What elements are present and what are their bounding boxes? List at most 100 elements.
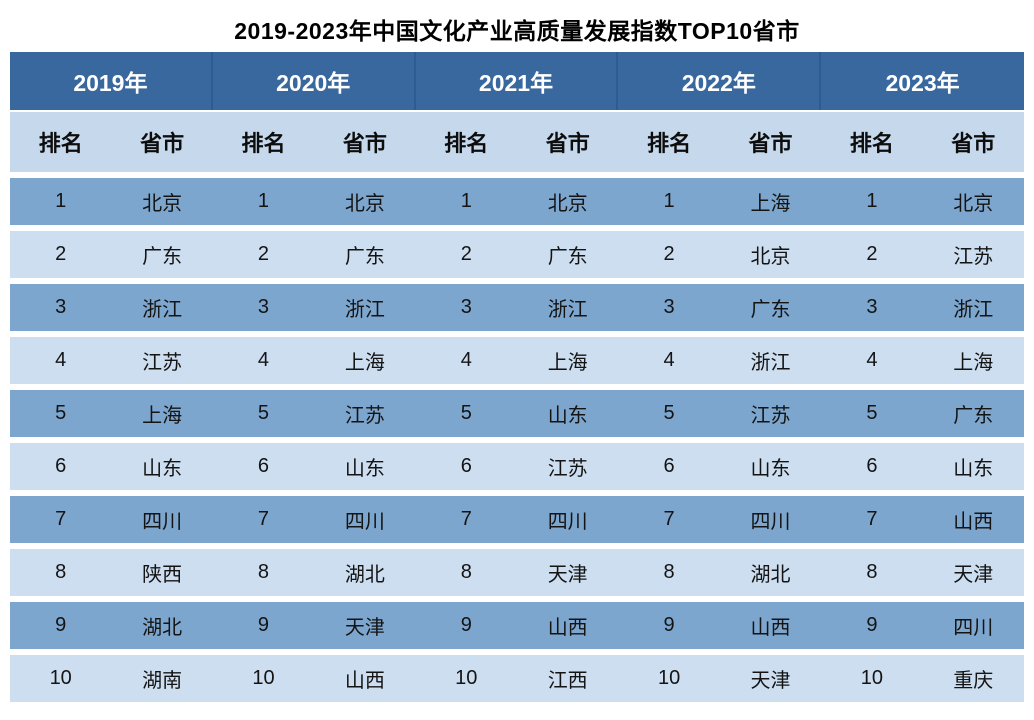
province-cell: 山东: [547, 405, 588, 427]
rank-cell: 7: [55, 508, 67, 530]
table-row: 2 广东 2 广东 2 广东 2 北京 2 江苏: [10, 231, 1024, 278]
sub-header-province: 省市: [140, 131, 185, 156]
province-cell: 江苏: [750, 405, 791, 427]
rank-cell: 4: [55, 349, 67, 371]
rank-cell: 7: [663, 508, 675, 530]
sub-header-province: 省市: [748, 131, 793, 156]
sub-header-rank: 排名: [647, 131, 692, 156]
province-cell: 陕西: [142, 564, 183, 586]
year-header-2023: 2023年: [885, 70, 960, 96]
province-cell: 四川: [142, 511, 183, 533]
province-cell: 山东: [750, 458, 791, 480]
province-cell: 浙江: [750, 352, 791, 374]
province-cell: 山西: [750, 617, 791, 639]
rank-cell: 10: [657, 667, 681, 689]
province-cell: 广东: [344, 246, 385, 268]
ranking-table: 2019年 2020年 2021年 2022年 2023年 排名 省市 排名 省…: [10, 52, 1024, 702]
rank-cell: 6: [55, 455, 67, 477]
page-title: 2019-2023年中国文化产业高质量发展指数TOP10省市: [234, 18, 800, 44]
sub-header-rank: 排名: [241, 131, 286, 156]
province-cell: 山东: [953, 458, 994, 480]
table-body: 1 北京 1 北京 1 北京 1 上海 1 北京 2 广东 2 广东 2 广东 2 北京 2 江苏 3 浙江 3 浙江 3 浙江 3…: [10, 178, 1024, 702]
province-cell: 山西: [547, 617, 588, 639]
province-cell: 山东: [344, 458, 385, 480]
province-cell: 广东: [750, 299, 791, 321]
table-row: 7 四川 7 四川 7 四川 7 四川 7 山西: [10, 496, 1024, 543]
rank-cell: 9: [257, 614, 270, 636]
province-cell: 四川: [344, 511, 385, 533]
rank-cell: 6: [460, 455, 472, 477]
province-cell: 天津: [750, 670, 791, 692]
province-cell: 四川: [953, 617, 994, 639]
rank-cell: 8: [257, 561, 270, 583]
rank-cell: 4: [257, 349, 270, 371]
province-cell: 浙江: [953, 299, 994, 321]
year-header-2020: 2020年: [213, 52, 416, 110]
province-cell: 上海: [142, 405, 183, 427]
rank-cell: 1: [663, 190, 675, 212]
province-cell: 北京: [344, 193, 385, 215]
rank-cell: 1: [55, 190, 67, 212]
rank-cell: 2: [866, 243, 878, 265]
province-cell: 上海: [344, 352, 385, 374]
rank-cell: 5: [866, 402, 878, 424]
rank-cell: 1: [460, 190, 472, 212]
rank-cell: 9: [460, 614, 472, 636]
table-row: 4 江苏 4 上海 4 上海 4 浙江 4 上海: [10, 337, 1024, 384]
province-cell: 上海: [953, 352, 994, 374]
rank-cell: 6: [866, 455, 878, 477]
province-cell: 天津: [344, 617, 385, 639]
province-cell: 浙江: [344, 299, 385, 321]
rank-cell: 6: [663, 455, 675, 477]
rank-cell: 5: [257, 402, 270, 424]
province-cell: 四川: [547, 511, 588, 533]
province-cell: 湖南: [142, 670, 183, 692]
province-cell: 湖北: [344, 564, 385, 586]
province-cell: 天津: [547, 564, 588, 586]
province-cell: 四川: [750, 511, 791, 533]
rank-cell: 5: [460, 402, 472, 424]
rank-cell: 10: [49, 667, 72, 689]
sub-header-rank: 排名: [444, 131, 489, 156]
table-row: 5 上海 5 江苏 5 山东 5 江苏 5 广东: [10, 390, 1024, 437]
sub-header-province: 省市: [545, 131, 590, 156]
year-header-2022: 2022年: [618, 52, 822, 110]
rank-cell: 4: [460, 349, 472, 371]
province-cell: 重庆: [953, 670, 994, 692]
province-cell: 广东: [142, 246, 183, 268]
province-cell: 北京: [750, 246, 791, 268]
province-cell: 江苏: [142, 352, 183, 374]
rank-cell: 1: [257, 190, 270, 212]
province-cell: 上海: [750, 193, 791, 215]
table-row: 6 山东 6 山东 6 江苏 6 山东 6 山东: [10, 443, 1024, 490]
sub-header-province: 省市: [951, 131, 996, 156]
rank-cell: 5: [55, 402, 67, 424]
rank-cell: 4: [663, 349, 675, 371]
year-header-2021: 2021年: [416, 52, 619, 110]
rank-cell: 7: [866, 508, 878, 530]
province-cell: 北京: [953, 193, 994, 215]
province-cell: 湖北: [750, 564, 791, 586]
rank-cell: 1: [866, 190, 878, 212]
sub-header-province: 省市: [342, 131, 387, 156]
province-cell: 江苏: [547, 458, 588, 480]
rank-cell: 2: [55, 243, 67, 265]
province-cell: 江苏: [344, 405, 385, 427]
rank-cell: 4: [866, 349, 878, 371]
table-row: 8 陕西 8 湖北 8 天津 8 湖北 8 天津: [10, 549, 1024, 596]
rank-cell: 10: [860, 667, 884, 689]
province-cell: 北京: [547, 193, 588, 215]
rank-cell: 8: [663, 561, 675, 583]
province-cell: 浙江: [547, 299, 588, 321]
rank-cell: 3: [460, 296, 472, 318]
rank-cell: 9: [55, 614, 67, 636]
rank-cell: 9: [663, 614, 675, 636]
rank-cell: 6: [257, 455, 270, 477]
province-cell: 广东: [547, 246, 588, 268]
rank-cell: 3: [257, 296, 270, 318]
province-cell: 山东: [142, 458, 183, 480]
province-cell: 浙江: [142, 299, 183, 321]
province-cell: 江苏: [953, 246, 994, 268]
table-row: 3 浙江 3 浙江 3 浙江 3 广东 3 浙江: [10, 284, 1024, 331]
table-row: 1 北京 1 北京 1 北京 1 上海 1 北京: [10, 178, 1024, 225]
